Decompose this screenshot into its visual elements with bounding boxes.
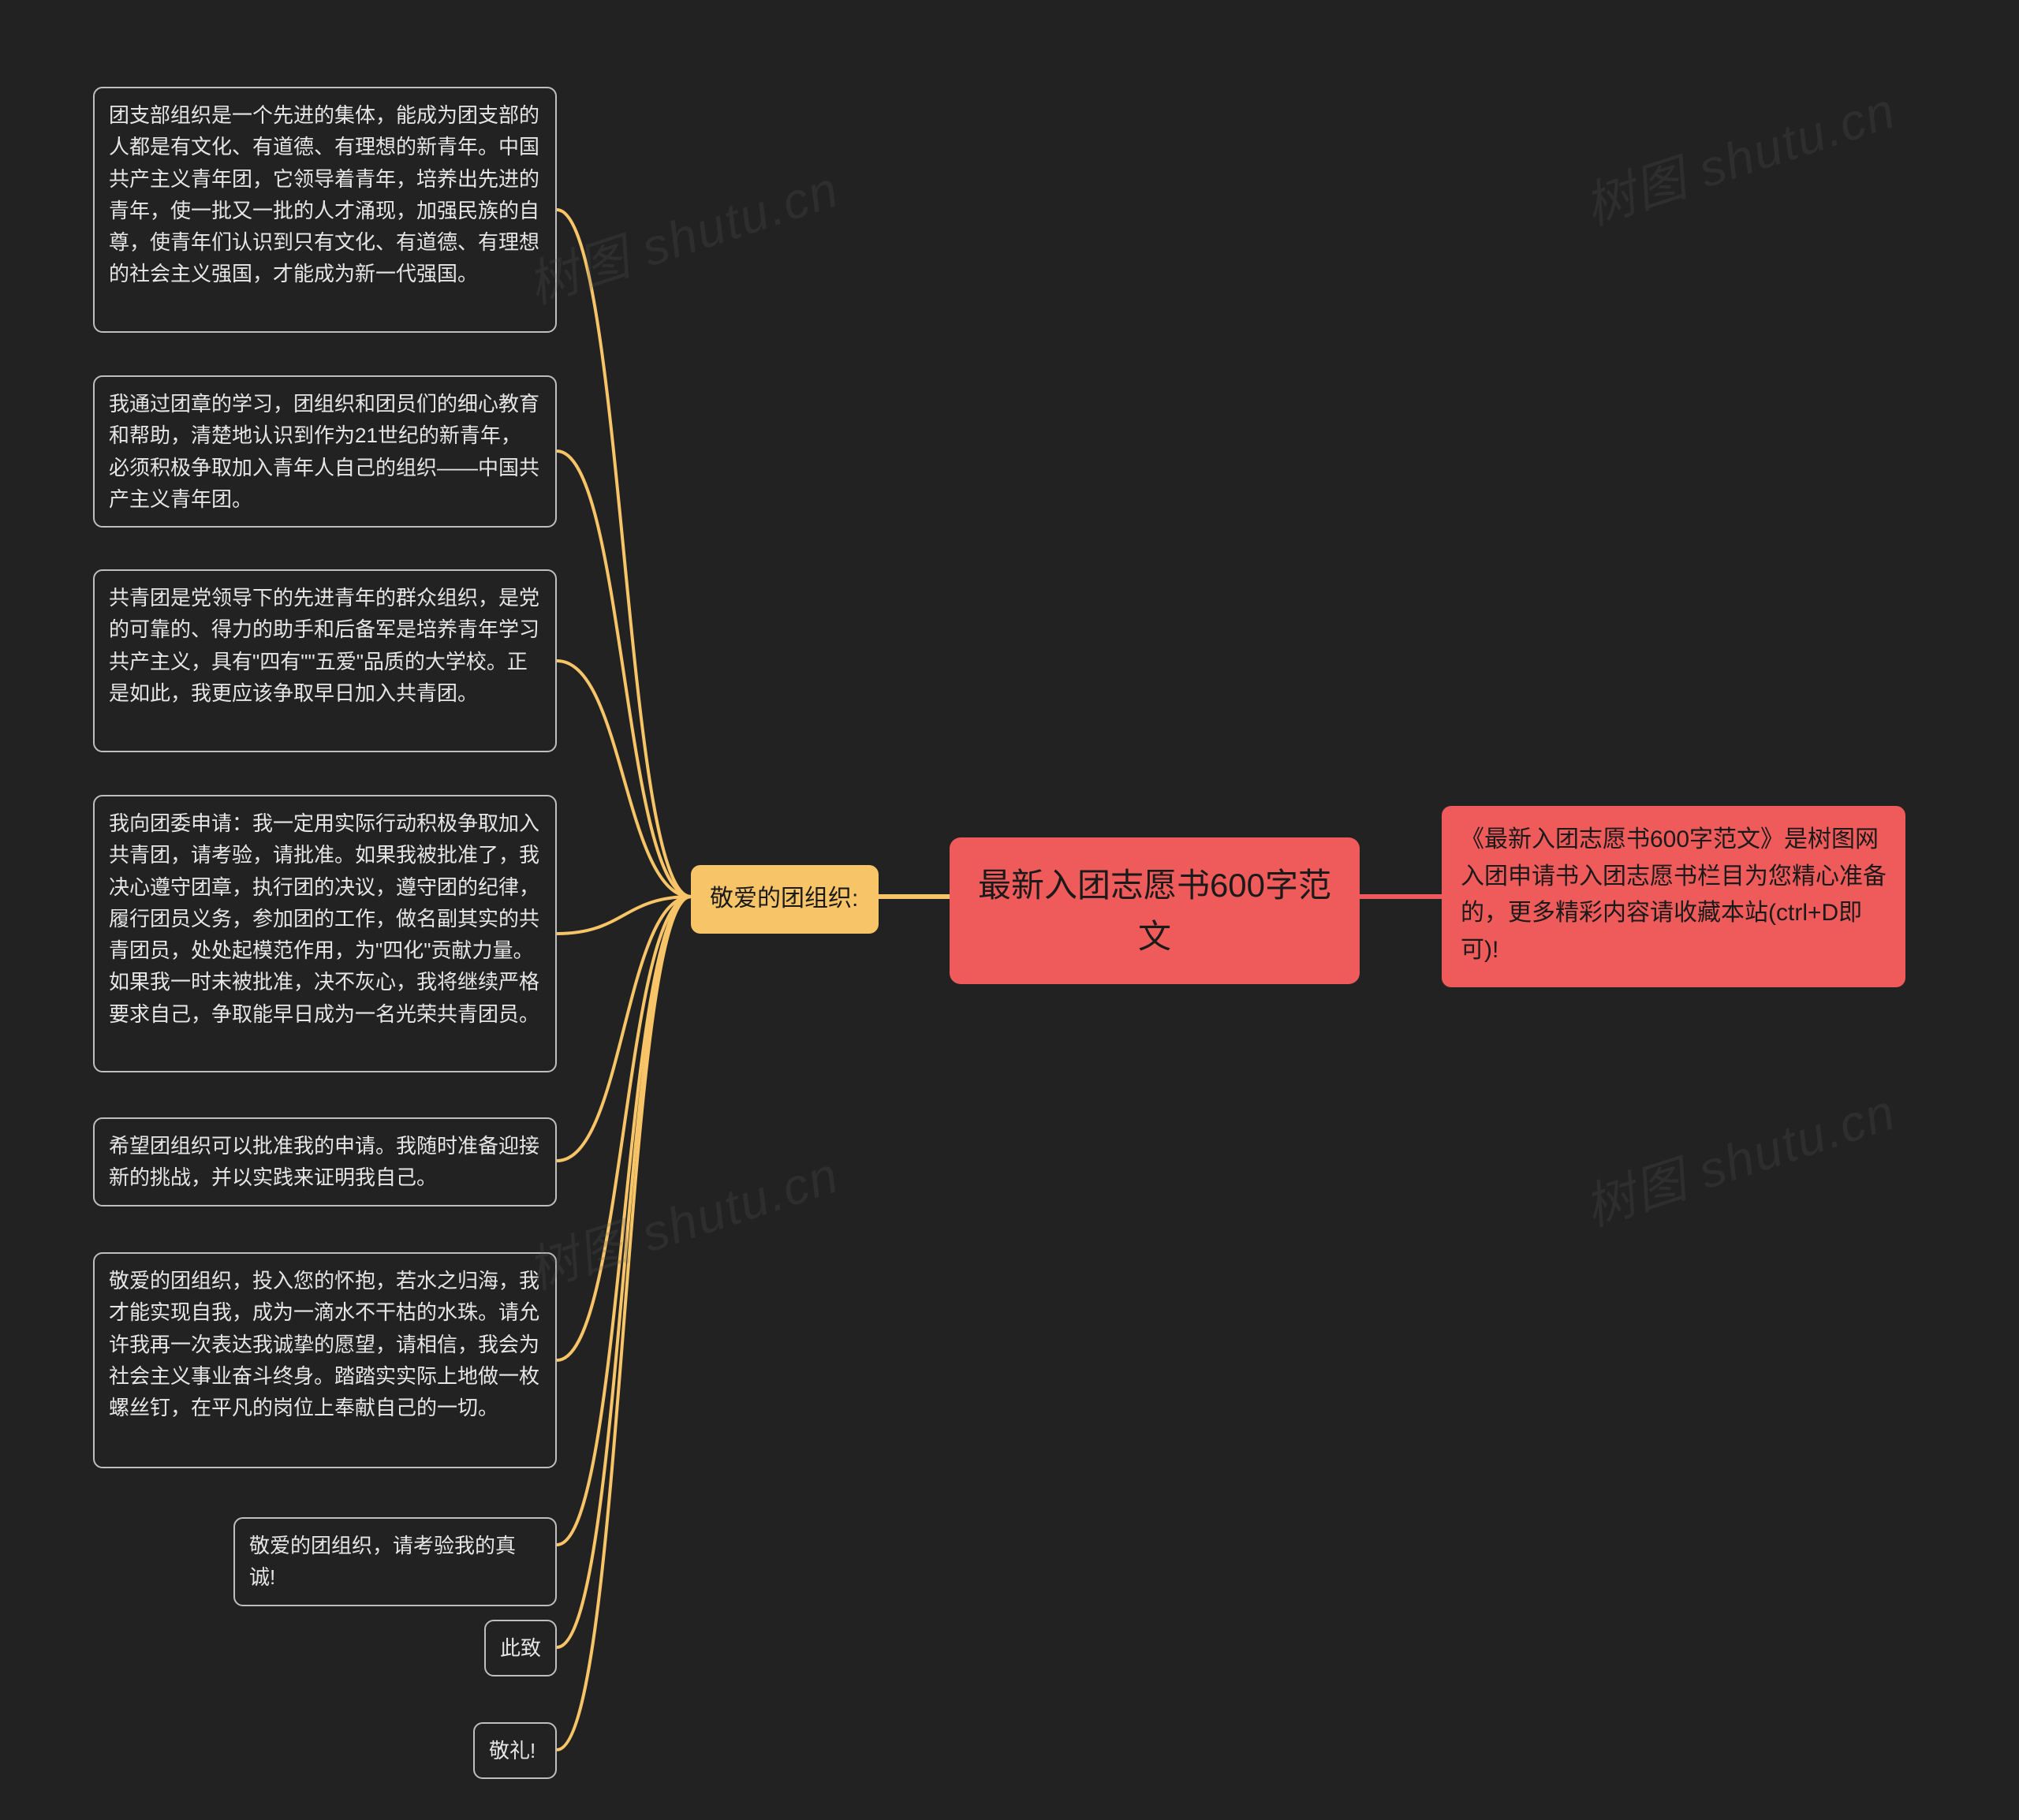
right-branch-text: 《最新入团志愿书600字范文》是树图网入团申请书入团志愿书栏目为您精心准备的，更… xyxy=(1461,826,1887,963)
leaf-node-3[interactable]: 我向团委申请：我一定用实际行动积极争取加入共青团，请考验，请批准。如果我被批准了… xyxy=(93,795,557,1072)
watermark: 树图 shutu.cn xyxy=(517,1135,847,1303)
leaf-text: 敬爱的团组织，请考验我的真诚! xyxy=(249,1534,516,1589)
leaf-text: 此致 xyxy=(500,1636,541,1660)
leaf-text: 我向团委申请：我一定用实际行动积极争取加入共青团，请考验，请批准。如果我被批准了… xyxy=(109,811,539,1026)
root-text: 最新入团志愿书600字范文 xyxy=(978,867,1331,955)
leaf-text: 团支部组织是一个先进的集体，能成为团支部的人都是有文化、有道德、有理想的新青年。… xyxy=(109,103,539,285)
watermark: 树图 shutu.cn xyxy=(1574,70,1904,239)
leaf-node-5[interactable]: 敬爱的团组织，投入您的怀抱，若水之归海，我才能实现自我，成为一滴水不干枯的水珠。… xyxy=(93,1252,557,1468)
leaf-node-6[interactable]: 敬爱的团组织，请考验我的真诚! xyxy=(233,1517,557,1606)
left-main-text: 敬爱的团组织: xyxy=(710,886,858,912)
leaf-text: 敬爱的团组织，投入您的怀抱，若水之归海，我才能实现自我，成为一滴水不干枯的水珠。… xyxy=(109,1269,539,1419)
leaf-node-2[interactable]: 共青团是党领导下的先进青年的群众组织，是党的可靠的、得力的助手和后备军是培养青年… xyxy=(93,569,557,752)
right-branch-node[interactable]: 《最新入团志愿书600字范文》是树图网入团申请书入团志愿书栏目为您精心准备的，更… xyxy=(1442,806,1905,987)
leaf-text: 我通过团章的学习，团组织和团员们的细心教育和帮助，清楚地认识到作为21世纪的新青… xyxy=(109,392,539,511)
leaf-node-0[interactable]: 团支部组织是一个先进的集体，能成为团支部的人都是有文化、有道德、有理想的新青年。… xyxy=(93,87,557,333)
root-node[interactable]: 最新入团志愿书600字范文 xyxy=(950,837,1360,984)
left-main-node[interactable]: 敬爱的团组织: xyxy=(691,865,879,934)
watermark: 树图 shutu.cn xyxy=(1574,1072,1904,1240)
leaf-node-8[interactable]: 敬礼! xyxy=(473,1722,557,1779)
leaf-node-7[interactable]: 此致 xyxy=(484,1620,557,1676)
watermark: 树图 shutu.cn xyxy=(517,149,847,318)
leaf-text: 共青团是党领导下的先进青年的群众组织，是党的可靠的、得力的助手和后备军是培养青年… xyxy=(109,586,539,705)
mindmap-canvas: 最新入团志愿书600字范文 《最新入团志愿书600字范文》是树图网入团申请书入团… xyxy=(0,0,2019,1820)
leaf-text: 敬礼! xyxy=(489,1739,536,1762)
leaf-text: 希望团组织可以批准我的申请。我随时准备迎接新的挑战，并以实践来证明我自己。 xyxy=(109,1134,539,1189)
leaf-node-4[interactable]: 希望团组织可以批准我的申请。我随时准备迎接新的挑战，并以实践来证明我自己。 xyxy=(93,1117,557,1206)
leaf-node-1[interactable]: 我通过团章的学习，团组织和团员们的细心教育和帮助，清楚地认识到作为21世纪的新青… xyxy=(93,375,557,528)
